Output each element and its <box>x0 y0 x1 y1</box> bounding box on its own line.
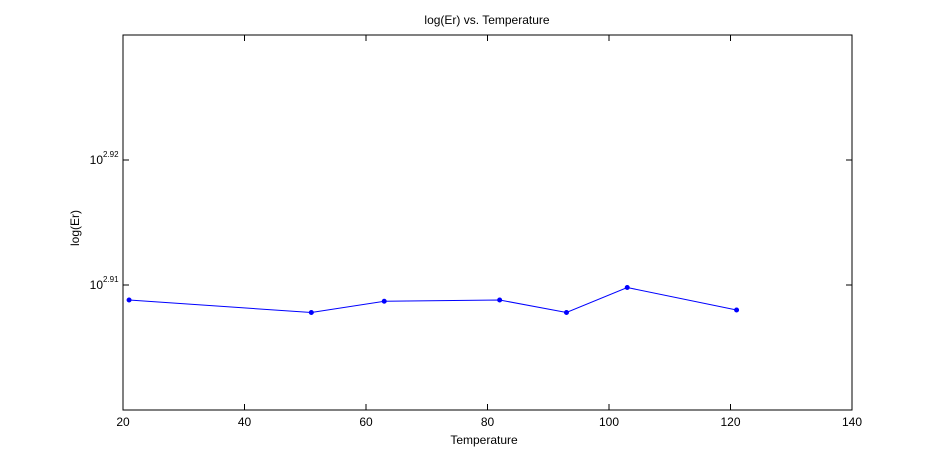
data-point <box>563 310 569 315</box>
data-point <box>734 307 740 313</box>
x-tick-label: 120 <box>720 415 740 429</box>
data-point <box>308 310 314 315</box>
chart-title: log(Er) vs. Temperature <box>424 13 549 27</box>
x-axis-ticks: 20 40 60 80 100 120 140 <box>116 35 862 429</box>
y-tick-label-exponent: 2.92 <box>103 150 119 159</box>
x-axis-label: Temperature <box>450 433 518 447</box>
y-tick-label-exponent: 2.91 <box>103 275 119 284</box>
x-tick-label: 100 <box>599 415 619 429</box>
data-point <box>624 285 630 290</box>
x-tick-label: 80 <box>481 415 495 429</box>
y-tick-label-base: 10 <box>90 278 104 292</box>
x-tick-label: 20 <box>116 415 130 429</box>
y-axis-label: log(Er) <box>68 210 82 246</box>
x-tick-label: 60 <box>359 415 373 429</box>
data-point <box>497 297 503 303</box>
x-tick-label: 140 <box>842 415 862 429</box>
data-point <box>381 298 387 304</box>
data-point <box>126 297 132 303</box>
y-tick-label-base: 10 <box>90 153 104 167</box>
series-layer <box>126 285 740 315</box>
x-tick-label: 40 <box>238 415 252 429</box>
plot-area <box>122 34 853 411</box>
